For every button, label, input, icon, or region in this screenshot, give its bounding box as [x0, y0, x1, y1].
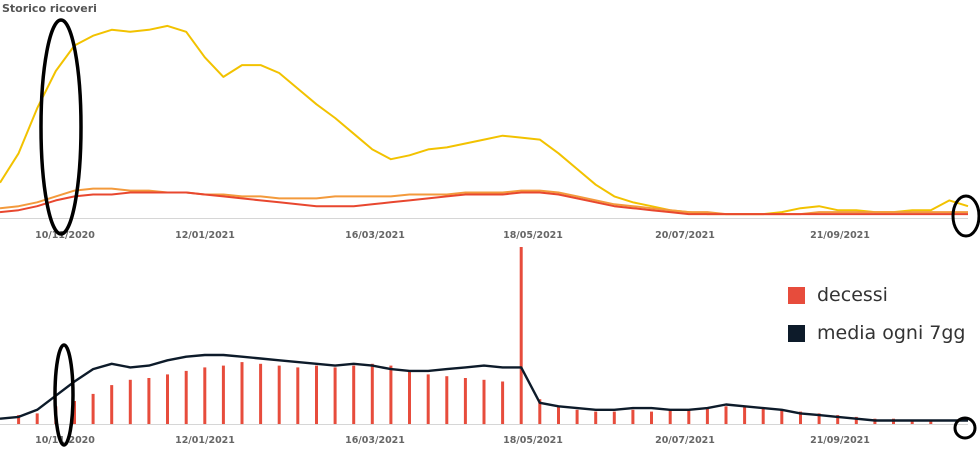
bar-decessi	[910, 420, 914, 424]
bar-decessi	[389, 365, 393, 424]
x-tick-label: 16/03/2021	[345, 435, 405, 446]
bar-decessi	[73, 401, 76, 424]
bar-decessi	[221, 365, 225, 424]
x-tick-label: 12/01/2021	[175, 230, 235, 241]
bar-decessi	[705, 408, 709, 424]
bar-decessi	[35, 413, 39, 424]
bar-decessi	[147, 378, 151, 424]
bar-decessi	[315, 365, 318, 424]
x-tick-label: 10/11/2020	[35, 435, 95, 446]
bar-decessi	[724, 406, 728, 424]
bar-decessi	[277, 365, 281, 424]
bar-decessi	[166, 374, 169, 424]
legend-swatch-media	[788, 324, 805, 342]
bar-decessi	[631, 409, 635, 424]
x-tick-label: 20/07/2021	[655, 435, 715, 446]
legend-item-media: media ogni 7gg	[788, 314, 965, 352]
bar-decessi	[128, 379, 132, 425]
top-series-line-yellow	[0, 24, 969, 216]
bar-decessi	[799, 411, 802, 424]
bar-decessi	[780, 409, 784, 424]
annotation-circle-bottom-end	[953, 416, 977, 440]
bar-decessi	[110, 385, 114, 424]
bar-decessi	[91, 393, 95, 424]
x-tick-label: 10/11/2020	[35, 230, 95, 241]
bar-decessi	[575, 409, 579, 424]
bar-decessi	[668, 409, 672, 424]
annotation-ellipse-bottom	[53, 343, 75, 447]
bar-decessi	[836, 415, 840, 424]
legend-item-decessi: decessi	[788, 276, 965, 314]
bar-decessi	[557, 406, 560, 424]
bottom-chart-legend: decessi media ogni 7gg	[788, 276, 965, 352]
bar-decessi	[612, 411, 616, 424]
bar-decessi	[463, 378, 467, 424]
annotation-circle-top-end	[951, 194, 980, 238]
bar-decessi	[445, 376, 449, 424]
bar-decessi	[17, 415, 21, 424]
bar-decessi	[203, 367, 207, 424]
bar-decessi	[519, 247, 523, 424]
bar-decessi	[240, 362, 244, 424]
bar-decessi	[538, 399, 542, 424]
x-tick-label: 12/01/2021	[175, 435, 235, 446]
bar-decessi	[854, 416, 858, 424]
bar-decessi	[761, 408, 765, 424]
bar-decessi	[296, 367, 300, 424]
bar-decessi	[482, 379, 486, 425]
bar-decessi	[352, 365, 356, 424]
bar-decessi	[594, 411, 598, 424]
x-tick-label: 20/07/2021	[655, 230, 715, 241]
legend-swatch-decessi	[788, 286, 805, 304]
x-tick-label: 21/09/2021	[810, 230, 870, 241]
bar-decessi	[426, 374, 430, 424]
x-tick-label: 16/03/2021	[345, 230, 405, 241]
top-series-line-red	[0, 191, 968, 216]
legend-label-decessi: decessi	[817, 284, 888, 306]
x-tick-label: 21/09/2021	[810, 435, 870, 446]
bar-decessi	[687, 409, 691, 424]
bar-decessi	[333, 367, 337, 424]
bar-decessi	[408, 370, 411, 424]
bar-decessi	[929, 420, 933, 424]
x-tick-label: 18/05/2021	[503, 435, 563, 446]
top-chart-title: Storico ricoveri	[2, 2, 97, 15]
bar-decessi	[743, 406, 747, 424]
bar-decessi	[650, 411, 653, 424]
x-tick-label: 18/05/2021	[503, 230, 563, 241]
line-media-ogni-7gg	[0, 353, 968, 422]
annotation-ellipse-top	[39, 18, 83, 236]
bar-decessi	[501, 381, 505, 424]
legend-label-media: media ogni 7gg	[817, 322, 966, 344]
bar-decessi	[184, 370, 188, 424]
bar-decessi	[370, 363, 374, 424]
bar-decessi	[817, 413, 821, 424]
bar-decessi	[259, 363, 263, 424]
